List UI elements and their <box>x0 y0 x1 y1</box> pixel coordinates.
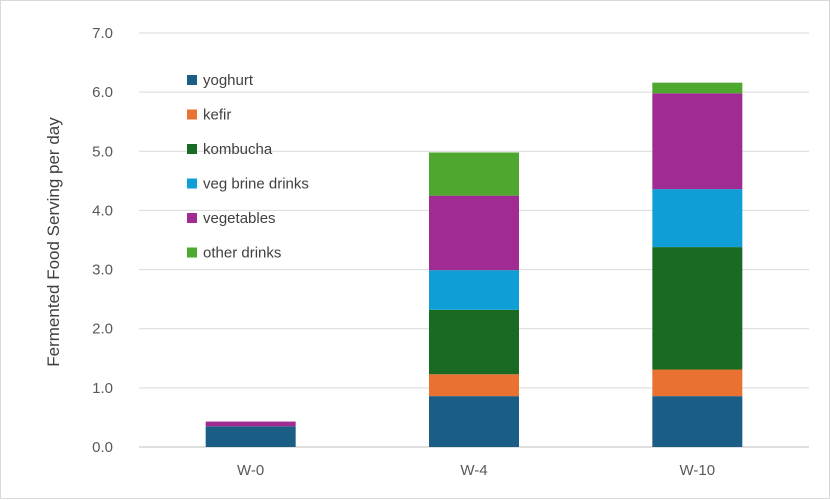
legend-swatch <box>187 247 197 258</box>
bar-segment-vegetables <box>652 93 743 190</box>
bar-segment-kefir <box>429 374 519 397</box>
bar-segment-kefir <box>652 369 743 397</box>
y-tick-label: 5.0 <box>92 143 113 160</box>
bar-segment-kombucha <box>652 247 743 370</box>
bar-segment-veg-brine-drinks <box>429 270 519 310</box>
legend: yoghurt kefir kombucha veg brine drinks vege… <box>187 72 309 262</box>
legend-label: yoghurt <box>203 72 254 89</box>
y-tick-label: 6.0 <box>92 84 113 101</box>
bar-segment-yoghurt <box>429 396 519 447</box>
y-tick-label: 2.0 <box>92 321 113 338</box>
legend-label: kefir <box>203 107 231 124</box>
bar-segment-yoghurt <box>652 396 743 447</box>
legend-swatch <box>187 178 197 189</box>
x-tick-label: W-10 <box>680 462 716 479</box>
legend-label: other drinks <box>203 245 281 262</box>
legend-label: vegetables <box>203 210 276 227</box>
x-tick-label: W-4 <box>460 462 487 479</box>
x-tick-label: W-0 <box>237 462 264 479</box>
y-tick-label: 1.0 <box>92 380 113 397</box>
y-tick-labels: 0.0 1.0 2.0 3.0 4.0 5.0 6.0 7.0 <box>92 25 113 456</box>
y-tick-label: 4.0 <box>92 202 113 219</box>
y-tick-label: 3.0 <box>92 262 113 279</box>
legend-label: veg brine drinks <box>203 176 309 193</box>
bar-segment-veg-brine-drinks <box>652 189 743 248</box>
y-axis-label: Fermented Food Serving per day <box>44 117 63 367</box>
legend-label: kombucha <box>203 141 273 158</box>
bar-segment-vegetables <box>429 195 519 271</box>
bar-segment-other-drinks <box>652 82 743 94</box>
y-tick-label: 0.0 <box>92 439 113 456</box>
bar-segment-vegetables <box>205 421 296 427</box>
x-tick-labels: W-0 W-4 W-10 <box>237 462 715 479</box>
bar-segment-kombucha <box>429 309 519 375</box>
legend-swatch <box>187 75 197 85</box>
bars <box>205 82 743 447</box>
legend-swatch <box>187 109 197 120</box>
legend-swatch <box>187 213 197 223</box>
legend-swatch <box>187 144 197 154</box>
bar-segment-yoghurt <box>205 426 296 447</box>
bar-segment-other-drinks <box>429 152 519 196</box>
y-tick-label: 7.0 <box>92 25 113 42</box>
